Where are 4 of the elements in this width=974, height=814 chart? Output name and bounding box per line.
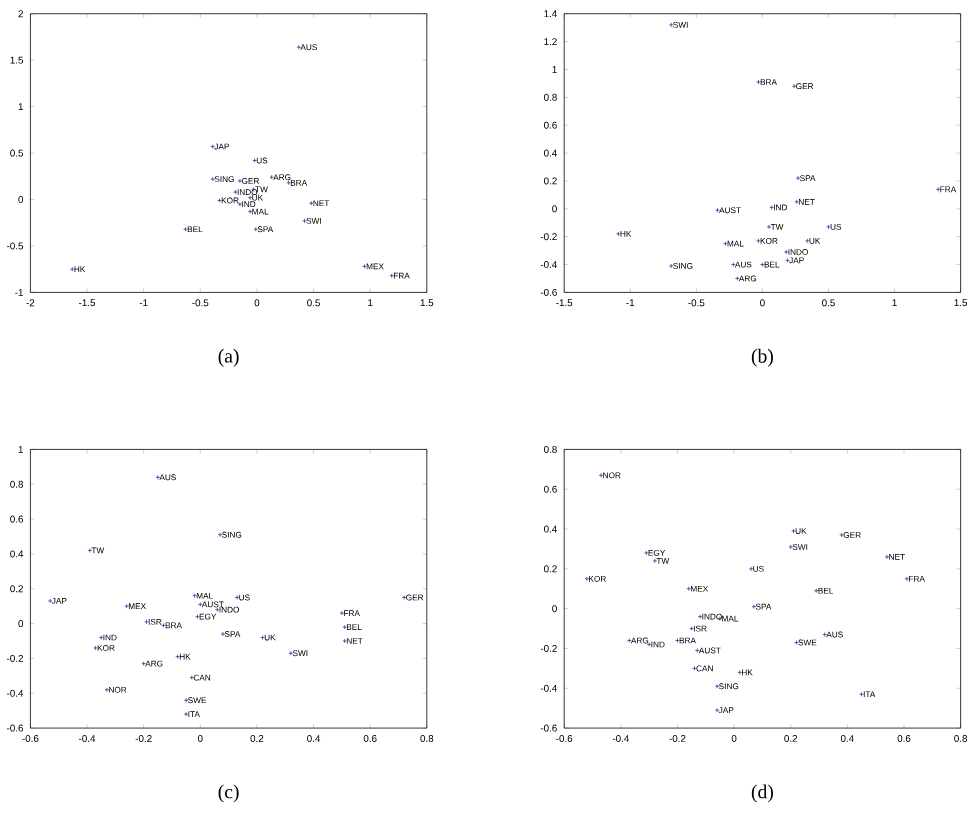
text: (a) <box>218 348 239 367</box>
text: (c) <box>218 784 239 803</box>
text: (b) <box>751 348 773 367</box>
text: (d) <box>751 784 773 803</box>
